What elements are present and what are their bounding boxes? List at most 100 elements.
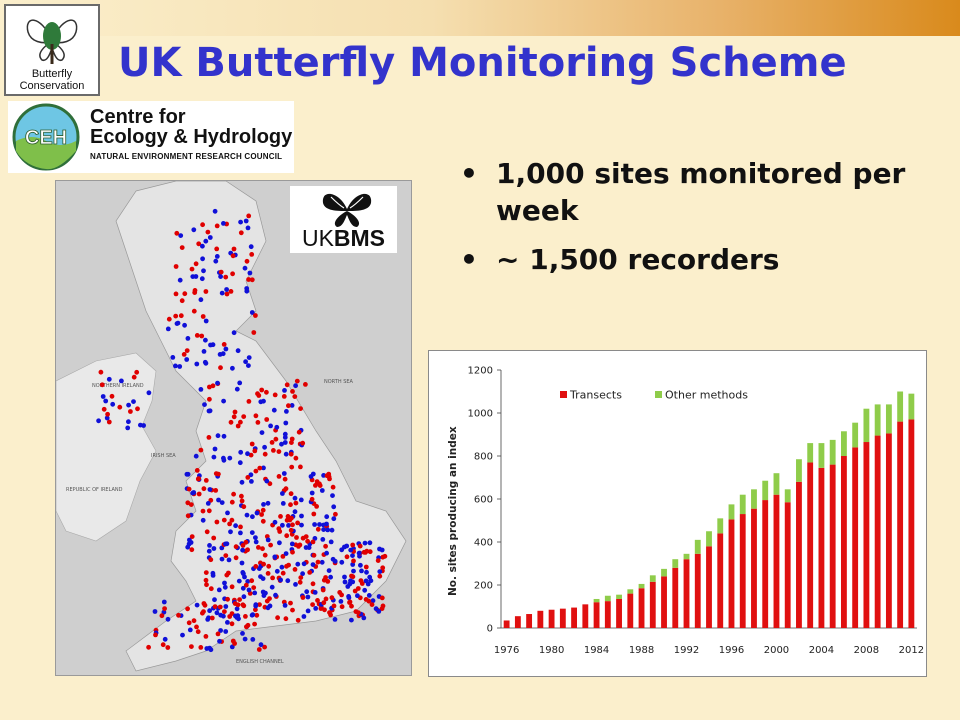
bar-other-methods <box>717 518 724 534</box>
top-gradient-bar <box>0 0 960 36</box>
site-dot <box>274 568 280 574</box>
site-dot <box>210 383 216 389</box>
site-dot <box>138 422 143 428</box>
site-dot <box>186 486 192 492</box>
site-dot <box>280 522 285 528</box>
site-dot <box>355 610 361 615</box>
site-dot <box>217 638 222 644</box>
site-dot <box>229 499 235 505</box>
site-dot <box>176 612 181 618</box>
site-dot <box>240 631 245 636</box>
site-dot <box>184 348 190 353</box>
site-dot <box>282 603 288 608</box>
site-dot <box>331 504 337 510</box>
site-dot <box>99 382 105 388</box>
bar-other-methods <box>807 443 814 463</box>
site-dot <box>319 488 325 493</box>
site-dot <box>321 577 327 583</box>
site-dot <box>351 568 356 574</box>
bar-transects <box>571 607 578 628</box>
x-tick-label: 2008 <box>854 645 879 656</box>
site-dot <box>218 274 224 279</box>
site-dot <box>211 535 217 541</box>
ceh-line2: Ecology & Hydrology <box>90 126 293 148</box>
site-dot <box>366 598 372 604</box>
site-dot <box>239 560 245 566</box>
site-dot <box>271 407 277 413</box>
site-dot <box>328 612 333 618</box>
site-dot <box>258 642 264 648</box>
site-dot <box>298 575 304 580</box>
site-dot <box>203 570 209 575</box>
site-dot <box>152 609 158 614</box>
site-dot <box>290 607 295 613</box>
site-dot <box>288 491 294 497</box>
site-dot <box>248 452 254 458</box>
bullet-text: 1,000 sites monitored per week <box>496 157 906 227</box>
bullet-list: • 1,000 sites monitored per week • ~ 1,500… <box>460 155 920 290</box>
site-dot <box>280 491 285 496</box>
site-dot <box>295 520 300 526</box>
site-dot <box>269 584 275 590</box>
site-dot <box>284 517 290 523</box>
site-dot <box>241 594 247 600</box>
site-dot <box>368 578 374 584</box>
site-dot <box>269 440 275 445</box>
site-dot <box>315 526 321 532</box>
site-dot <box>261 398 266 404</box>
map-label-northern-ireland: NORTHERN IRELAND <box>92 383 144 389</box>
bar-transects <box>661 576 667 628</box>
site-dot <box>224 287 230 292</box>
bar-other-methods <box>593 598 600 603</box>
ukbms-prefix: UK <box>301 225 334 251</box>
site-dot <box>280 501 286 506</box>
site-dot <box>327 476 332 482</box>
site-dot <box>188 540 194 545</box>
site-dot <box>101 406 107 412</box>
site-dot <box>207 487 213 492</box>
site-dot <box>262 444 267 450</box>
site-dot <box>253 564 259 569</box>
site-dot <box>201 486 207 492</box>
site-dot <box>161 599 167 605</box>
site-dot <box>238 230 244 236</box>
site-dot <box>298 464 303 470</box>
site-dot <box>213 488 219 493</box>
site-dot <box>264 478 270 484</box>
site-dot <box>262 552 268 558</box>
site-dot <box>296 429 302 435</box>
site-dot <box>245 579 251 584</box>
site-dot <box>178 233 184 238</box>
site-dot <box>194 468 200 473</box>
site-dot <box>229 517 235 523</box>
site-dot <box>297 579 303 585</box>
site-dot <box>109 393 115 399</box>
site-dot <box>191 618 197 624</box>
site-dot <box>223 541 228 547</box>
site-dot <box>96 418 101 424</box>
site-dot <box>232 409 238 415</box>
site-dot <box>185 544 191 550</box>
bar-transects <box>751 508 757 628</box>
bar-transects <box>616 598 622 628</box>
site-dot <box>279 441 284 447</box>
bullet-dot-icon: • <box>460 157 478 190</box>
site-dot <box>185 471 191 477</box>
site-dot <box>320 587 326 593</box>
site-dot <box>283 616 289 622</box>
site-dot <box>260 576 266 581</box>
site-dot <box>273 436 279 442</box>
site-dot <box>226 557 232 563</box>
site-dot <box>235 348 241 354</box>
site-dot <box>366 593 372 598</box>
butterfly-icon <box>322 193 372 227</box>
site-dot <box>280 554 286 559</box>
bar-transects <box>773 494 780 628</box>
site-dot <box>382 553 388 559</box>
site-dot <box>342 574 347 580</box>
site-dot <box>223 604 229 609</box>
site-dot <box>331 516 337 522</box>
site-dot <box>146 644 151 650</box>
site-dot <box>249 578 255 584</box>
bar-transects <box>526 614 533 628</box>
